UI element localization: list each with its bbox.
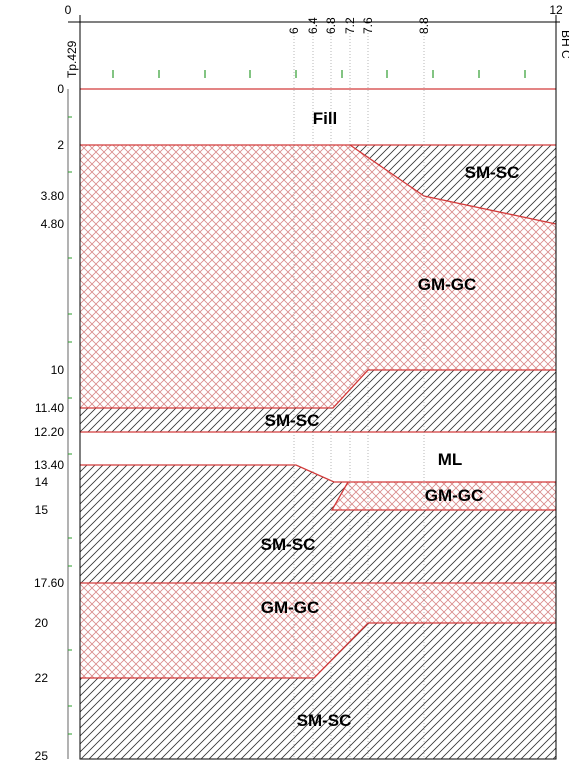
depth-label: 15: [35, 503, 49, 517]
layer-label-smsc-bottom: SM-SC: [297, 711, 352, 730]
depth-label: 13.40: [34, 458, 64, 472]
top-axis-ticks: [112, 70, 526, 78]
layer-label-smsc-2: SM-SC: [265, 411, 320, 430]
boundary-10: [80, 369, 556, 409]
depth-label: 17.60: [34, 576, 64, 590]
x-label-6-8: 6.8: [324, 17, 338, 34]
layer-smsc-bottom: [80, 623, 556, 759]
x-label-12: 12: [549, 3, 563, 17]
x-label-7-2: 7.2: [343, 17, 357, 34]
boundary-13-40: [80, 464, 556, 483]
layer-gmgc-upper: [80, 145, 556, 408]
depth-label: 10: [51, 363, 65, 377]
x-label-6: 6: [287, 27, 301, 34]
x-label-8-8: 8.8: [417, 17, 431, 34]
depth-label: 22: [35, 671, 49, 685]
borehole-right-label: BH C: [559, 30, 569, 59]
layer-ml: [80, 432, 556, 482]
depth-label: 20: [35, 616, 49, 630]
layer-label-smsc-top: SM-SC: [465, 163, 520, 182]
layer-label-gmgc-lens: GM-GC: [425, 486, 484, 505]
depth-label: 12.20: [34, 425, 64, 439]
layer-gmgc-lens: [332, 482, 556, 510]
layer-label-gmgc-lower: GM-GC: [261, 598, 320, 617]
layer-label-ml: ML: [438, 450, 463, 469]
depth-label: 0: [57, 82, 64, 96]
layer-smsc-top: [350, 145, 556, 224]
x-label-0: 0: [65, 3, 72, 17]
depth-label: 3.80: [41, 189, 65, 203]
layer-smsc-3: [80, 465, 556, 583]
borehole-left-label: Tp.429: [65, 40, 79, 78]
layer-smsc-2: [80, 370, 556, 432]
layer-gmgc-lower: [80, 583, 556, 678]
layer-label-fill: Fill: [313, 109, 338, 128]
depth-label: 4.80: [41, 217, 65, 231]
depth-label: 2: [57, 138, 64, 152]
depth-label: 14: [35, 475, 49, 489]
depth-labels: 0 2 3.80 4.80 10 11.40 12.20 13.40 14 15…: [34, 82, 64, 762]
depth-label: 25: [35, 749, 49, 762]
layer-label-gmgc-upper: GM-GC: [418, 275, 477, 294]
boundary-20-22: [80, 622, 556, 679]
x-label-6-4: 6.4: [306, 17, 320, 34]
depth-label: 11.40: [35, 401, 64, 415]
x-label-7-6: 7.6: [361, 17, 375, 34]
depth-axis-ticks: [68, 116, 72, 735]
boundary-lens-base: [330, 481, 556, 511]
layer-label-smsc-3: SM-SC: [261, 535, 316, 554]
layer-fill: [80, 89, 556, 145]
layer-boundaries: [80, 88, 557, 679]
